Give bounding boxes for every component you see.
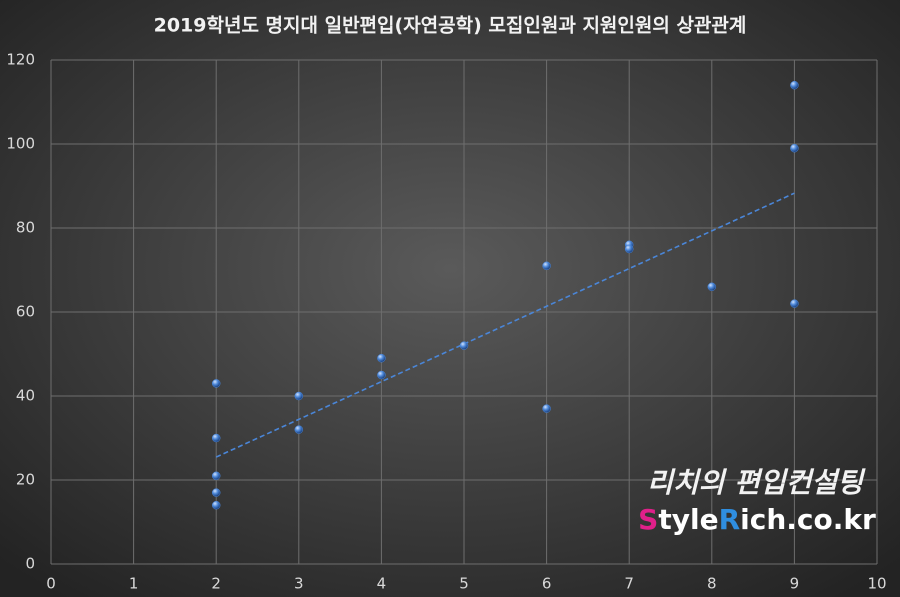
y-tick-label: 40 bbox=[16, 387, 35, 405]
y-tick-label: 20 bbox=[16, 471, 35, 489]
point bbox=[211, 471, 221, 481]
y-tick-label: 60 bbox=[16, 303, 35, 321]
plot-area: 0 20 40 60 80 100 120 0 1 2 3 4 5 6 7 8 9 10 bbox=[6, 51, 886, 593]
point bbox=[377, 370, 386, 380]
watermark-part: R bbox=[719, 503, 741, 536]
watermark-part: S bbox=[638, 503, 658, 536]
point bbox=[211, 500, 221, 510]
x-tick-label: 1 bbox=[129, 575, 139, 593]
point bbox=[624, 244, 634, 254]
point bbox=[377, 353, 386, 363]
watermark-part: ich.co.kr bbox=[740, 503, 876, 536]
chart-title: 2019학년도 명지대 일반편입(자연공학) 모집인원과 지원인원의 상관관계 bbox=[154, 15, 747, 37]
x-tick-label: 8 bbox=[707, 575, 717, 593]
watermark-line1: 리치의 편입컨설팅 bbox=[647, 466, 866, 499]
trendline bbox=[215, 192, 795, 458]
point bbox=[294, 391, 304, 401]
x-tick-label: 3 bbox=[294, 575, 304, 593]
y-tick-label: 120 bbox=[6, 51, 35, 69]
x-tick-label: 5 bbox=[459, 575, 469, 593]
x-tick-label: 4 bbox=[377, 575, 387, 593]
point bbox=[707, 282, 717, 292]
x-tick-label: 6 bbox=[542, 575, 552, 593]
x-tick-label: 7 bbox=[624, 575, 634, 593]
point bbox=[211, 433, 221, 443]
x-tick-label: 2 bbox=[211, 575, 221, 593]
point bbox=[459, 341, 469, 350]
point bbox=[542, 404, 551, 413]
y-tick-label: 0 bbox=[25, 555, 35, 573]
watermark-line2: StyleRich.co.kr bbox=[638, 503, 876, 536]
point bbox=[790, 299, 799, 308]
point bbox=[790, 80, 799, 90]
point bbox=[211, 488, 221, 497]
x-tick-label: 10 bbox=[867, 575, 886, 593]
y-tick-label: 100 bbox=[6, 135, 35, 153]
x-tick-label: 0 bbox=[46, 575, 56, 593]
point bbox=[211, 379, 221, 388]
point bbox=[542, 261, 551, 271]
point bbox=[790, 143, 799, 153]
y-tick-label: 80 bbox=[16, 219, 35, 237]
point bbox=[294, 425, 304, 434]
x-tick-label: 9 bbox=[790, 575, 800, 593]
watermark-part: tyle bbox=[658, 503, 718, 536]
